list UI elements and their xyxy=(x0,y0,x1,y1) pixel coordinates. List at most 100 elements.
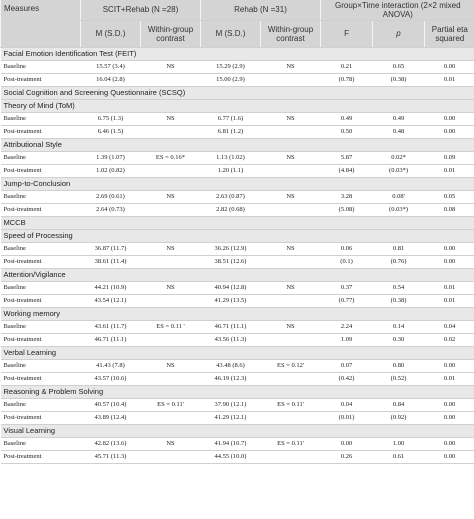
cell: 0.00 xyxy=(424,359,474,373)
cell: 44.21 (10.9) xyxy=(80,281,141,295)
cell: 1.20 (1.1) xyxy=(200,164,261,178)
cell: 2.24 xyxy=(320,320,373,334)
cell: NS xyxy=(140,190,201,204)
empty-cell xyxy=(140,73,201,87)
empty-cell xyxy=(140,164,201,178)
section-row: Attention/Vigilance xyxy=(0,268,474,282)
section-label: Social Cognition and Screening Questionn… xyxy=(0,86,474,100)
header-group: SCIT+Rehab (N =28) xyxy=(80,0,201,21)
cell: 38.51 (12.6) xyxy=(200,255,261,269)
cell: 40.57 (10.4) xyxy=(80,398,141,412)
empty-cell xyxy=(260,333,321,347)
cell: 43.61 (11.7) xyxy=(80,320,141,334)
cell: 0.00 xyxy=(424,112,474,126)
results-table: Measures SCIT+Rehab (N =28) Rehab (N =31… xyxy=(0,0,474,464)
cell: 1.39 (1.07) xyxy=(80,151,141,165)
cell: (0.76) xyxy=(372,255,425,269)
row-label: Post-treatment xyxy=(0,372,81,386)
cell: NS xyxy=(260,320,321,334)
cell: 0.01 xyxy=(424,164,474,178)
cell: 0.01 xyxy=(424,73,474,87)
section-row: Speed of Processing xyxy=(0,229,474,243)
cell: 6.77 (1.6) xyxy=(200,112,261,126)
cell: (0.03*) xyxy=(372,203,425,217)
cell: NS xyxy=(260,190,321,204)
header-group: Rehab (N =31) xyxy=(199,0,321,21)
header-measures: Measures xyxy=(0,0,81,48)
cell: 0.48 xyxy=(372,125,425,139)
data-row: Baseline 15.57 (3.4) NS 15.29 (2.9) NS 0.21 0.… xyxy=(0,60,474,74)
cell: NS xyxy=(260,112,321,126)
cell: 36.87 (11.7) xyxy=(80,242,141,256)
row-label: Baseline xyxy=(0,60,81,74)
cell: 44.55 (10.0) xyxy=(200,450,261,464)
cell: 46.19 (12.3) xyxy=(200,372,261,386)
section-label: Attributional Style xyxy=(0,138,474,152)
cell: 0.61 xyxy=(372,450,425,464)
row-label: Baseline xyxy=(0,242,81,256)
cell: 2.64 (0.73) xyxy=(80,203,141,217)
cell: 40.94 (12.8) xyxy=(200,281,261,295)
cell: (0.38) xyxy=(372,73,425,87)
empty-cell xyxy=(260,203,321,217)
data-row: Baseline 2.69 (0.61) NS 2.63 (0.87) NS 3.28 0.… xyxy=(0,190,474,204)
section-row: MCCB xyxy=(0,216,474,230)
empty-cell xyxy=(260,372,321,386)
cell: (0.78) xyxy=(320,73,373,87)
subheader: Within-group contrast xyxy=(259,20,321,48)
section-row: Jump-to-Conclusion xyxy=(0,177,474,191)
cell: 37.90 (12.1) xyxy=(200,398,261,412)
cell: 0.26 xyxy=(320,450,373,464)
section-label: MCCB xyxy=(0,216,474,230)
data-row: Baseline 43.61 (11.7) ES = 0.11 ' 46.71 (11… xyxy=(0,320,474,334)
data-row: Baseline 42.82 (13.6) NS 41.94 (10.7) ES = 0… xyxy=(0,437,474,451)
cell: NS xyxy=(260,242,321,256)
data-row: Baseline 40.57 (10.4) ES = 0.11' 37.90 (12.… xyxy=(0,398,474,412)
cell: (5.08) xyxy=(320,203,373,217)
row-label: Baseline xyxy=(0,320,81,334)
cell: 0.37 xyxy=(320,281,373,295)
cell: (0.92) xyxy=(372,411,425,425)
cell: 15.57 (3.4) xyxy=(80,60,141,74)
cell: 0.65 xyxy=(372,60,425,74)
cell: 2.63 (0.87) xyxy=(200,190,261,204)
cell: 0.00 xyxy=(424,398,474,412)
cell: 45.71 (11.3) xyxy=(80,450,141,464)
empty-cell xyxy=(140,372,201,386)
empty-cell xyxy=(260,294,321,308)
empty-cell xyxy=(140,255,201,269)
section-label: Facial Emotion Identification Test (FEIT… xyxy=(0,47,474,61)
subheader: M (S.D.) xyxy=(200,20,261,48)
cell: (0.03*) xyxy=(372,164,425,178)
data-row: Baseline 41.43 (7.8) NS 43.48 (8.6) ES = 0.1… xyxy=(0,359,474,373)
cell: 5.87 xyxy=(320,151,373,165)
cell: 0.08' xyxy=(372,190,425,204)
cell: (0.38) xyxy=(372,294,425,308)
cell: 0.08 xyxy=(424,203,474,217)
cell: (0.42) xyxy=(320,372,373,386)
cell: 0.00 xyxy=(424,242,474,256)
empty-cell xyxy=(140,333,201,347)
empty-cell xyxy=(260,411,321,425)
cell: 41.94 (10.7) xyxy=(200,437,261,451)
cell: 0.49 xyxy=(320,112,373,126)
cell: 6.46 (1.5) xyxy=(80,125,141,139)
cell: 1.09 xyxy=(320,333,373,347)
row-label: Post-treatment xyxy=(0,411,81,425)
cell: 16.04 (2.8) xyxy=(80,73,141,87)
cell: 0.07 xyxy=(320,359,373,373)
cell: 0.00 xyxy=(424,125,474,139)
cell: (0.1) xyxy=(320,255,373,269)
section-row: Visual Learning xyxy=(0,424,474,438)
data-row: Baseline 1.39 (1.07) ES = 0.16* 1.13 (1.02)… xyxy=(0,151,474,165)
section-label: Attention/Vigilance xyxy=(0,268,474,282)
cell: 0.02 xyxy=(424,333,474,347)
subheader: F xyxy=(320,20,373,48)
cell: 0.49 xyxy=(372,112,425,126)
data-row: Post-treatment 43.54 (12.1) 41.29 (13.5) (0… xyxy=(0,294,474,308)
cell: 43.57 (10.6) xyxy=(80,372,141,386)
section-label: Jump-to-Conclusion xyxy=(0,177,474,191)
section-label: Reasoning & Problem Solving xyxy=(0,385,474,399)
cell: NS xyxy=(140,359,201,373)
row-label: Baseline xyxy=(0,281,81,295)
